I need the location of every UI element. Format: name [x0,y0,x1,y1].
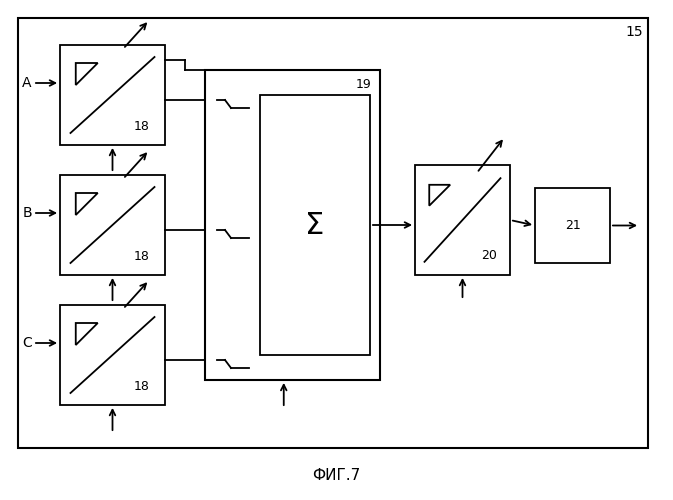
Bar [415,165,510,275]
Bar [205,70,380,380]
Text: 18: 18 [134,380,150,394]
Text: 15: 15 [625,25,643,39]
Text: 19: 19 [356,78,372,90]
Text: C: C [22,336,32,350]
Text: 21: 21 [565,219,580,232]
Text: ФИГ.7: ФИГ.7 [312,468,360,483]
Bar [60,175,165,275]
Text: Σ: Σ [306,210,324,240]
Bar [60,305,165,405]
Text: B: B [22,206,32,220]
Text: A: A [22,76,32,90]
Bar [18,18,648,448]
Bar [535,188,610,263]
Text: 20: 20 [481,248,497,262]
Bar [260,95,370,355]
Text: 18: 18 [134,250,150,264]
Text: 18: 18 [134,120,150,134]
Bar [60,45,165,145]
